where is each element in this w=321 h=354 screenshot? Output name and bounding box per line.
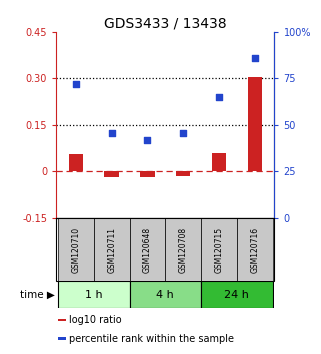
Bar <box>58 337 66 340</box>
Bar <box>201 281 273 308</box>
Point <box>181 130 186 136</box>
Point <box>252 55 257 61</box>
Bar <box>58 218 94 281</box>
Bar <box>104 171 119 177</box>
Text: log10 ratio: log10 ratio <box>69 315 122 325</box>
Text: GSM120716: GSM120716 <box>250 227 259 273</box>
Text: GSM120710: GSM120710 <box>71 227 80 273</box>
Bar <box>58 319 66 321</box>
Bar <box>176 171 190 176</box>
Text: percentile rank within the sample: percentile rank within the sample <box>69 333 234 344</box>
Bar <box>201 218 237 281</box>
Text: GSM120715: GSM120715 <box>214 227 223 273</box>
Text: GSM120708: GSM120708 <box>179 227 188 273</box>
Bar <box>130 218 165 281</box>
Text: 24 h: 24 h <box>224 290 249 300</box>
Text: GSM120648: GSM120648 <box>143 227 152 273</box>
Bar <box>58 281 130 308</box>
Point <box>109 130 114 136</box>
Bar <box>69 154 83 171</box>
Bar <box>247 77 262 171</box>
Bar <box>94 218 130 281</box>
Bar <box>165 218 201 281</box>
Text: time ▶: time ▶ <box>20 290 55 300</box>
Point <box>73 81 78 87</box>
Point <box>216 94 221 100</box>
Text: 4 h: 4 h <box>156 290 174 300</box>
Title: GDS3433 / 13438: GDS3433 / 13438 <box>104 17 227 31</box>
Text: GSM120711: GSM120711 <box>107 227 116 273</box>
Text: 1 h: 1 h <box>85 290 103 300</box>
Point <box>145 137 150 143</box>
Bar <box>140 171 155 177</box>
Bar <box>237 218 273 281</box>
Bar <box>130 281 201 308</box>
Bar <box>212 153 226 171</box>
